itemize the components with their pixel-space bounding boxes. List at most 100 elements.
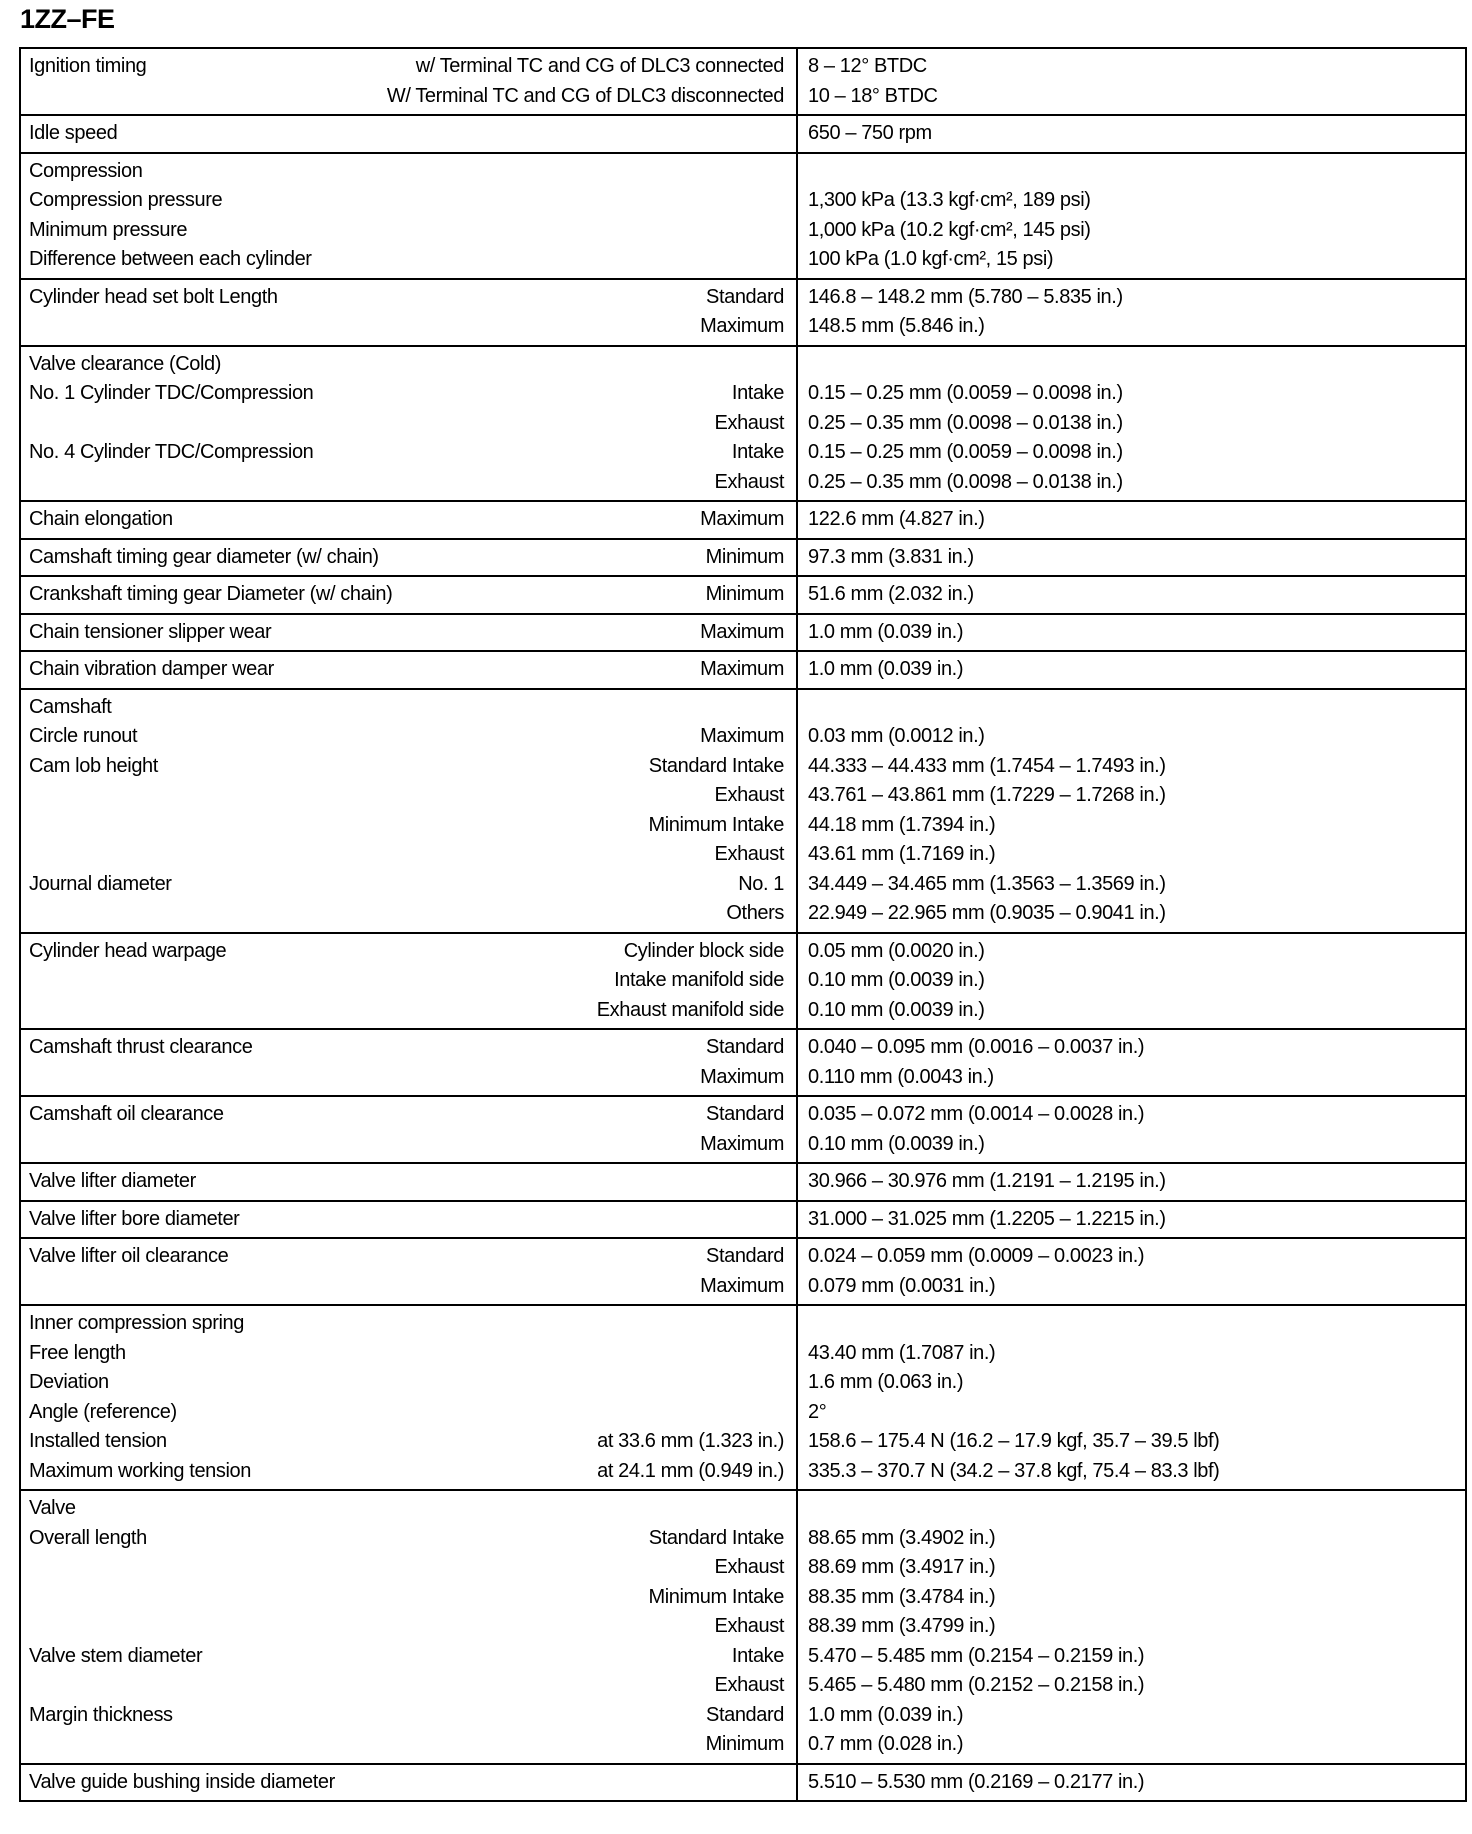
- spec-condition: Standard: [706, 1245, 784, 1267]
- spec-value-cell: 122.6 mm (4.827 in.): [798, 505, 1465, 535]
- spec-label-cell: Chain tensioner slipper wear Maximum: [21, 614, 798, 650]
- spec-label-line: Valve lifter bore diameter: [29, 1205, 784, 1235]
- spec-value-cell: 30.966 – 30.976 mm (1.2191 – 1.2195 in.): [798, 1167, 1465, 1197]
- spec-label-line: Inner compression spring: [29, 1309, 784, 1339]
- spec-value-cell: 8 – 12° BTDC 10 – 18° BTDC: [798, 52, 1465, 111]
- spec-label-line: Exhaust: [29, 1612, 785, 1642]
- spec-label-cell: Valve lifter diameter: [21, 1164, 798, 1200]
- spec-label-line: Angle (reference): [29, 1398, 784, 1428]
- spec-value: 5.470 – 5.485 mm (0.2154 – 0.2159 in.): [808, 1644, 1145, 1667]
- spec-label-line: Valve stem diameter Intake: [29, 1642, 784, 1672]
- spec-value: 0.10 mm (0.0039 in.): [808, 998, 985, 1021]
- spec-value: 158.6 – 175.4 N (16.2 – 17.9 kgf, 35.7 –…: [808, 1430, 1220, 1452]
- spec-item: Valve lifter diameter: [29, 1170, 196, 1192]
- spec-label-line: Compression pressure: [29, 186, 784, 216]
- spec-label-line: Circle runout Maximum: [29, 722, 784, 752]
- spec-label-line: Exhaust: [29, 781, 785, 811]
- spec-label-cell: Crankshaft timing gear Diameter (w/ chai…: [21, 577, 798, 613]
- spec-label-line: Camshaft: [29, 693, 784, 723]
- spec-value: 0.25 – 0.35 mm (0.0098 – 0.0138 in.): [808, 470, 1123, 493]
- spec-condition: Exhaust manifold side: [596, 998, 785, 1021]
- spec-condition: Exhaust: [714, 843, 785, 865]
- spec-label-cell: Chain elongation Maximum: [21, 502, 798, 538]
- spec-label-cell: Camshaft thrust clearance Standard Maximum: [21, 1030, 798, 1095]
- spec-item: Valve lifter bore diameter: [29, 1207, 240, 1230]
- spec-value: 8 – 12° BTDC: [808, 55, 927, 77]
- spec-item: Free length: [29, 1341, 126, 1364]
- spec-group: Camshaft oil clearance Standard Maximum 0.0…: [21, 1097, 1465, 1164]
- spec-group: Crankshaft timing gear Diameter (w/ chai…: [21, 577, 1465, 615]
- spec-value-cell: 51.6 mm (2.032 in.): [798, 580, 1465, 610]
- spec-label-line: Exhaust: [29, 409, 785, 439]
- spec-item: Cylinder head set bolt Length: [29, 285, 278, 308]
- spec-label-line: Maximum: [29, 1130, 784, 1160]
- spec-value: 22.949 – 22.965 mm (0.9035 – 0.9041 in.): [808, 902, 1166, 924]
- spec-label-line: Valve guide bushing inside diameter: [29, 1768, 784, 1798]
- spec-label-line: Exhaust: [29, 840, 785, 870]
- spec-condition: Maximum: [700, 620, 784, 643]
- spec-condition: at 24.1 mm (0.949 in.): [597, 1459, 784, 1482]
- spec-group: Inner compression spring Free length Devia…: [21, 1306, 1465, 1491]
- spec-condition: Standard Intake: [648, 754, 785, 777]
- spec-label-cell: Chain vibration damper wear Maximum: [21, 652, 798, 688]
- spec-label-line: Maximum: [29, 1063, 784, 1093]
- spec-label-line: Chain elongation Maximum: [29, 505, 784, 535]
- spec-condition: Intake manifold side: [614, 969, 784, 991]
- spec-value: 335.3 – 370.7 N (34.2 – 37.8 kgf, 75.4 –…: [808, 1459, 1220, 1482]
- spec-value: 5.465 – 5.480 mm (0.2152 – 0.2158 in.): [808, 1674, 1145, 1696]
- spec-label-line: Chain vibration damper wear Maximum: [29, 655, 784, 685]
- spec-condition: W/ Terminal TC and CG of DLC3 disconnect…: [386, 84, 784, 107]
- spec-value: 1.0 mm (0.039 in.): [808, 620, 964, 643]
- spec-value: 0.25 – 0.35 mm (0.0098 – 0.0138 in.): [808, 411, 1123, 434]
- spec-label-line: Cam lob height Standard Intake: [29, 752, 784, 782]
- spec-item: Chain elongation: [29, 508, 173, 530]
- spec-label-line: Minimum Intake: [29, 811, 784, 841]
- spec-group: Cylinder head warpage Cylinder block side…: [21, 933, 1465, 1030]
- spec-condition: Exhaust: [714, 411, 785, 434]
- spec-value-cell: 0.040 – 0.095 mm (0.0016 – 0.0037 in.) 0.…: [798, 1033, 1465, 1092]
- spec-label-line: Installed tension at 33.6 mm (1.323 in.): [29, 1427, 784, 1457]
- spec-label-cell: Valve guide bushing inside diameter: [21, 1764, 798, 1800]
- spec-condition: Others: [726, 902, 784, 924]
- spec-label-line: Exhaust manifold side: [29, 996, 785, 1026]
- spec-label-line: Crankshaft timing gear Diameter (w/ chai…: [29, 580, 784, 610]
- spec-value-cell: 1,300 kPa (13.3 kgf·cm², 189 psi) 1,000 k…: [798, 157, 1465, 275]
- spec-value: 0.035 – 0.072 mm (0.0014 – 0.0028 in.): [808, 1103, 1145, 1125]
- spec-label-line: Free length: [29, 1339, 784, 1369]
- spec-value-cell: 1.0 mm (0.039 in.): [798, 655, 1465, 685]
- spec-label-line: Camshaft timing gear diameter (w/ chain)…: [29, 543, 784, 573]
- spec-value-cell: 146.8 – 148.2 mm (5.780 – 5.835 in.) 148.…: [798, 283, 1465, 342]
- spec-group: Valve Overall length Standard Intake Exhaus…: [21, 1491, 1465, 1765]
- spec-value: 0.03 mm (0.0012 in.): [808, 725, 985, 747]
- spec-item: Camshaft thrust clearance: [29, 1036, 253, 1058]
- spec-value: 30.966 – 30.976 mm (1.2191 – 1.2195 in.): [808, 1170, 1166, 1192]
- spec-label-line: Ignition timing w/ Terminal TC and CG of …: [29, 52, 784, 82]
- spec-value: 1,000 kPa (10.2 kgf·cm², 145 psi): [808, 218, 1091, 241]
- spec-item: Difference between each cylinder: [29, 248, 312, 270]
- spec-condition: Maximum: [700, 1274, 784, 1297]
- spec-value-cell: 88.65 mm (3.4902 in.) 88.69 mm (3.4917 in…: [798, 1494, 1465, 1760]
- spec-group: Idle speed 650 – 750 rpm: [21, 116, 1465, 154]
- spec-label-cell: Inner compression spring Free length Devia…: [21, 1306, 798, 1489]
- spec-value-cell: 0.05 mm (0.0020 in.) 0.10 mm (0.0039 in.)…: [798, 937, 1465, 1026]
- spec-value-cell: 5.510 – 5.530 mm (0.2169 – 0.2177 in.): [798, 1768, 1465, 1798]
- spec-label-line: Valve lifter oil clearance Standard: [29, 1242, 784, 1272]
- spec-group: Valve lifter oil clearance Standard Maximu…: [21, 1239, 1465, 1306]
- spec-value: 100 kPa (1.0 kgf·cm², 15 psi): [808, 248, 1054, 270]
- spec-item: Valve clearance (Cold): [29, 352, 222, 375]
- spec-table: Ignition timing w/ Terminal TC and CG of …: [19, 47, 1467, 1802]
- spec-item: Idle speed: [29, 122, 118, 144]
- spec-value-cell: 97.3 mm (3.831 in.): [798, 543, 1465, 573]
- spec-item: Compression: [29, 159, 143, 182]
- spec-label-cell: Camshaft timing gear diameter (w/ chain)…: [21, 539, 798, 575]
- spec-value: 0.079 mm (0.0031 in.): [808, 1274, 996, 1297]
- spec-value-cell: 650 – 750 rpm: [798, 119, 1465, 149]
- spec-group: Compression Compression pressure Minimum p…: [21, 153, 1465, 280]
- spec-group: Valve clearance (Cold) No. 1 Cylinder TDC…: [21, 346, 1465, 502]
- spec-group: Cylinder head set bolt Length Standard Max…: [21, 279, 1465, 347]
- spec-value: 43.761 – 43.861 mm (1.7229 – 1.7268 in.): [808, 784, 1166, 806]
- spec-condition: Maximum: [700, 725, 784, 747]
- spec-group: Camshaft timing gear diameter (w/ chain)…: [21, 539, 1465, 577]
- spec-label-cell: Valve lifter oil clearance Standard Maximu…: [21, 1239, 798, 1304]
- spec-condition: Standard Intake: [648, 1526, 785, 1549]
